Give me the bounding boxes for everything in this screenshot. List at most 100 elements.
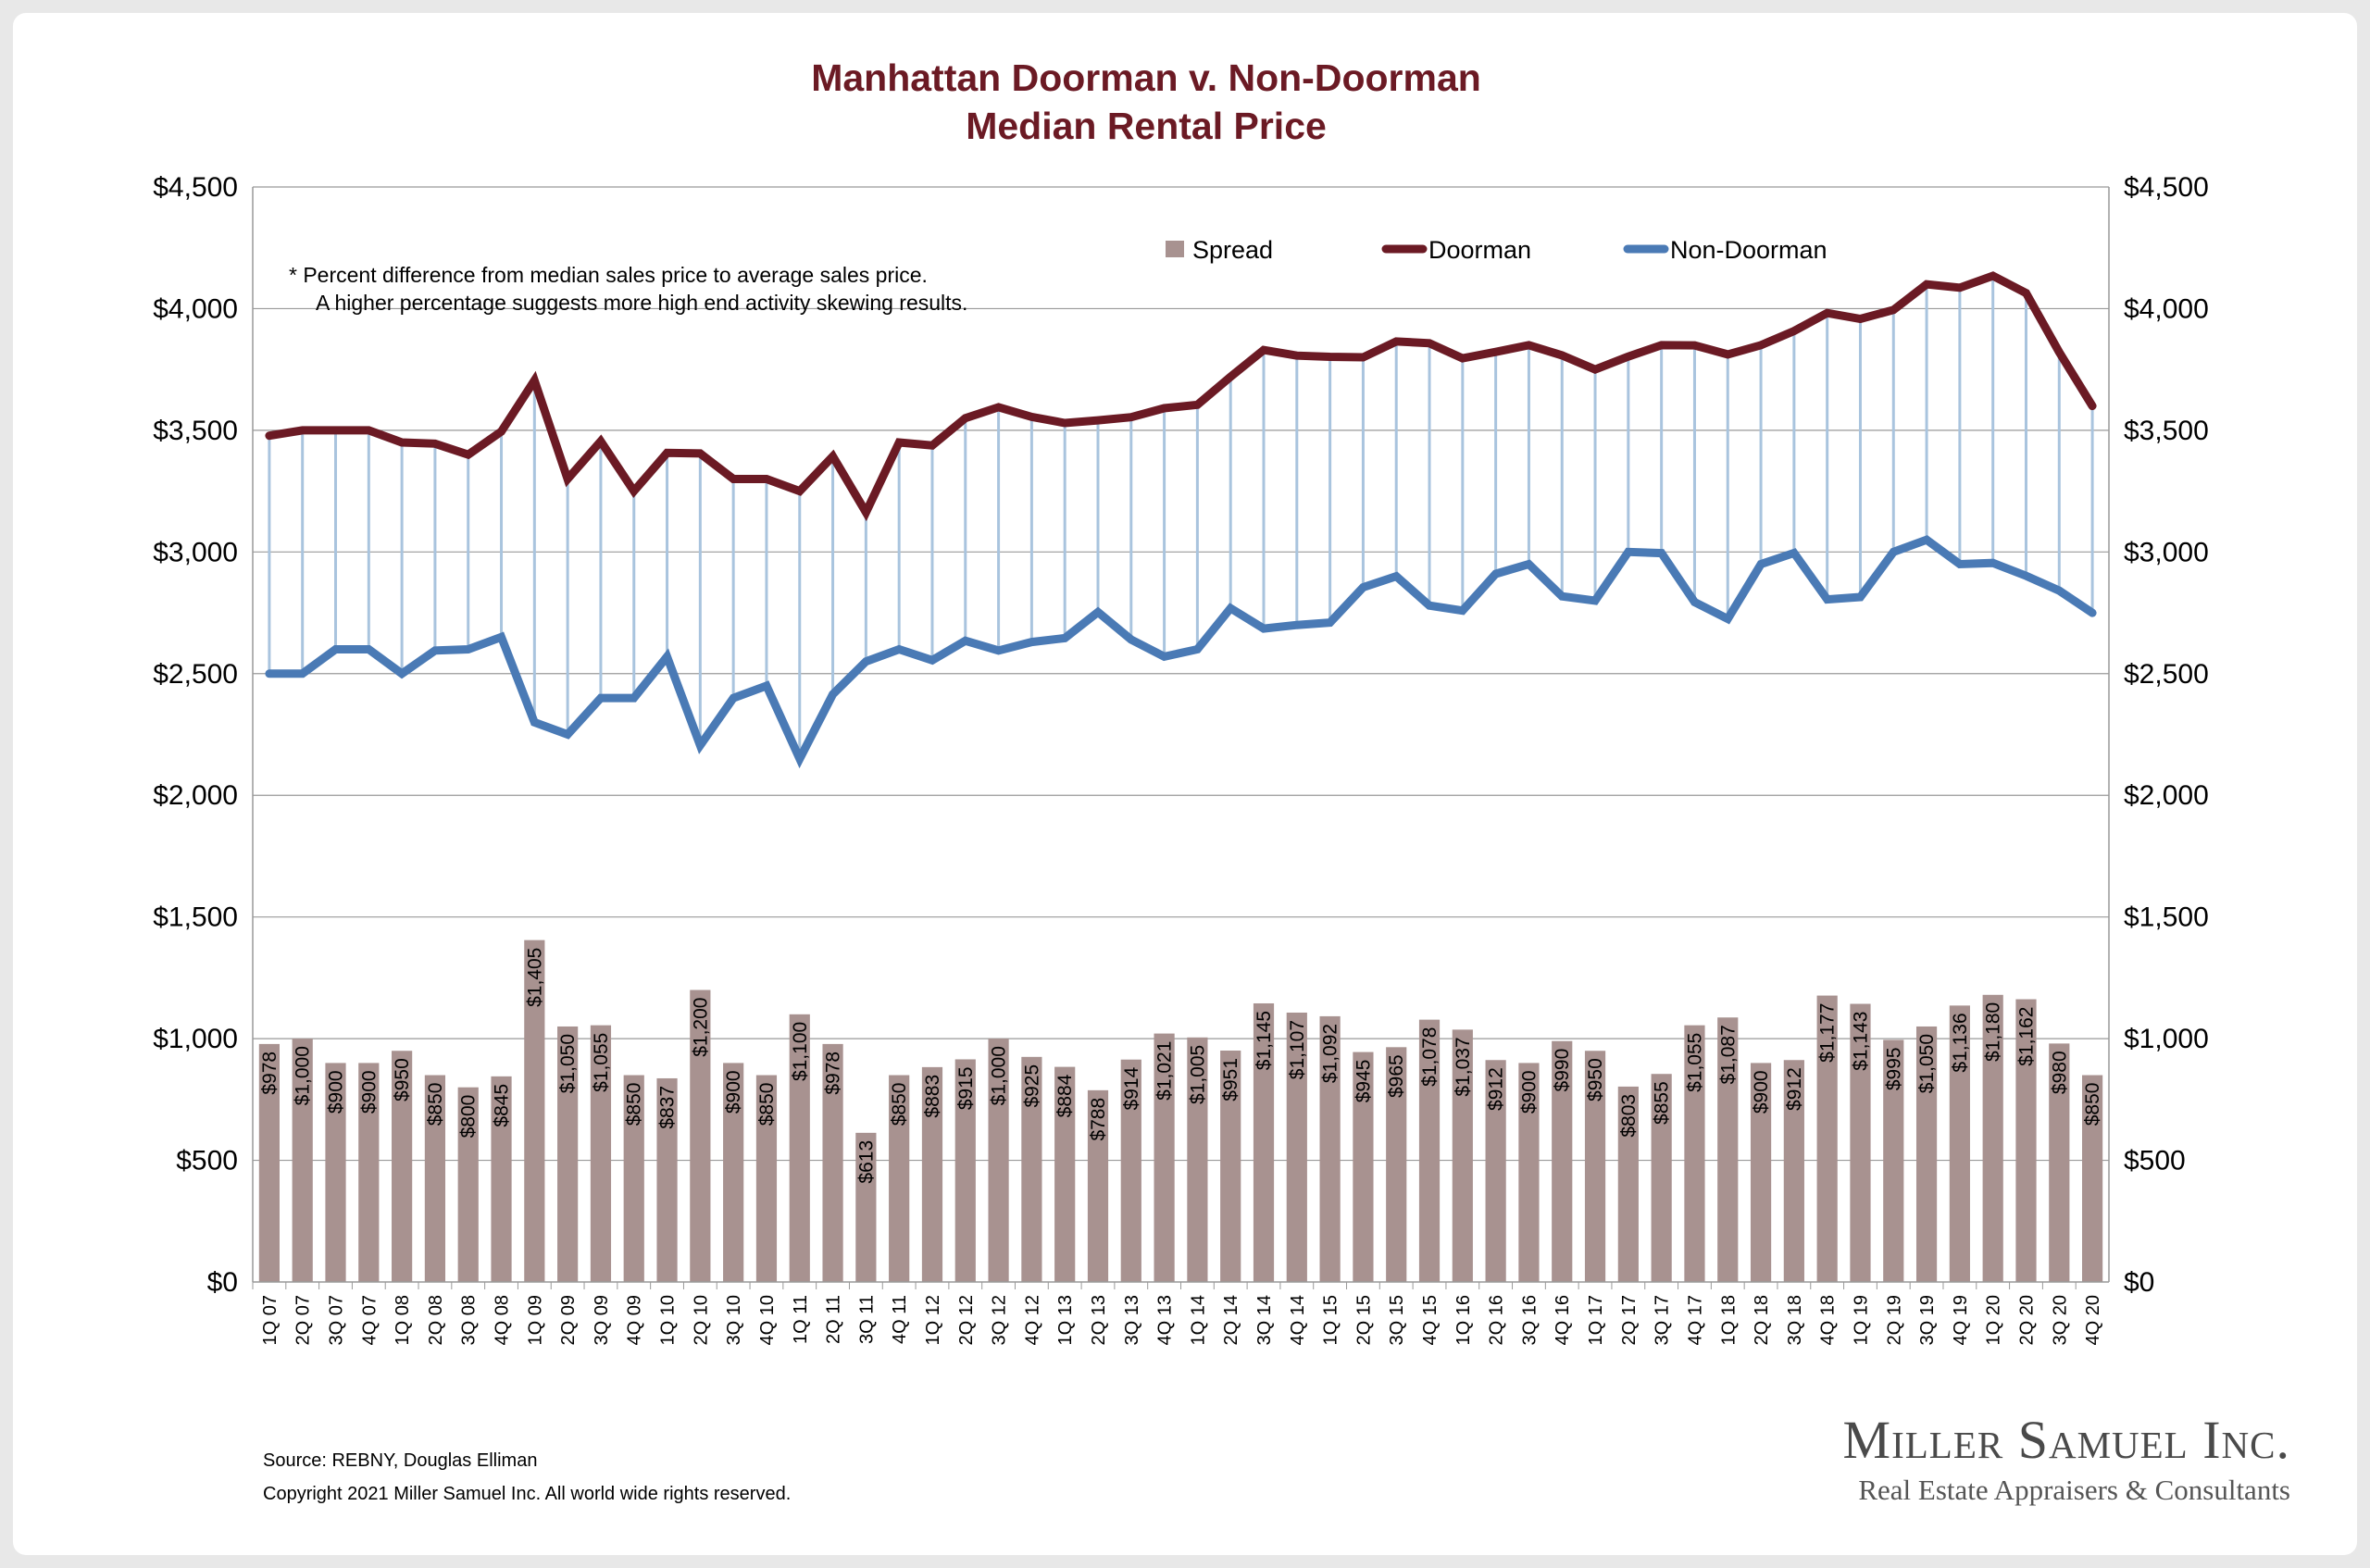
spread-bar: [1750, 1063, 1772, 1282]
note-line-2: A higher percentage suggests more high e…: [316, 291, 968, 315]
x-tick-label: 4Q 15: [1420, 1295, 1441, 1345]
spread-data-label: $912: [1486, 1067, 1507, 1111]
brand-logo: Miller Samuel Inc. Real Estate Appraiser…: [1809, 1411, 2291, 1511]
spread-bar: [1319, 1015, 1341, 1282]
y-tick-label-left: $4,500: [153, 172, 238, 203]
y-tick-label-left: $0: [207, 1267, 238, 1298]
spread-bar: [789, 1014, 810, 1282]
spread-bar: [392, 1051, 413, 1282]
legend-spread-label: Spread: [1192, 236, 1273, 264]
spread-bar: [1087, 1089, 1109, 1282]
bars-layer: $978 $1,000 $900 $900 $950 $850 $800 $845 $1,405…: [258, 940, 2103, 1282]
legend-doorman-label: Doorman: [1428, 236, 1531, 264]
spread-bar: [954, 1059, 976, 1282]
x-tick-label: 2Q 13: [1089, 1295, 1109, 1345]
spread-bar: [1386, 1047, 1407, 1282]
x-tick-label: 3Q 10: [724, 1295, 744, 1345]
spread-data-label: $978: [259, 1052, 281, 1095]
x-tick-label: 3Q 08: [459, 1295, 480, 1345]
spread-data-label: $1,005: [1187, 1045, 1208, 1104]
spread-bar: [988, 1039, 1009, 1282]
x-tick-label: 2Q 11: [824, 1295, 844, 1344]
spread-data-label: $850: [624, 1083, 645, 1126]
x-tick-label: 3Q 20: [2050, 1295, 2070, 1345]
spread-bar: [1816, 995, 1838, 1282]
x-tick-label: 1Q 16: [1453, 1295, 1474, 1345]
spread-data-label: $1,100: [790, 1022, 811, 1081]
brand-tagline: Real Estate Appraisers & Consultants: [1858, 1474, 2290, 1506]
x-tick-label: 3Q 12: [990, 1295, 1010, 1345]
spread-data-label: $1,200: [690, 998, 711, 1057]
x-tick-label: 1Q 07: [260, 1295, 281, 1345]
y-tick-label-left: $3,500: [153, 416, 238, 446]
spread-bar: [590, 1025, 612, 1282]
x-tick-label: 3Q 16: [1519, 1295, 1540, 1345]
spread-data-label: $1,000: [293, 1046, 314, 1105]
y-tick-label-left: $4,000: [153, 293, 238, 324]
legend-non-doorman-label: Non-Doorman: [1670, 236, 1827, 264]
spread-data-label: $995: [1883, 1047, 1904, 1090]
y-tick-label-right: $2,000: [2124, 780, 2209, 811]
spread-bar: [1187, 1037, 1208, 1282]
spread-bar: [656, 1077, 678, 1282]
x-tick-label: 4Q 20: [2083, 1295, 2103, 1345]
spread-data-label: $1,055: [591, 1033, 612, 1092]
y-tick-label-right: $4,000: [2124, 293, 2209, 324]
spread-bar: [1021, 1056, 1042, 1282]
x-tick-label: 2Q 08: [426, 1295, 446, 1345]
x-tick-label: 2Q 17: [1619, 1295, 1640, 1345]
spread-bar: [2081, 1075, 2103, 1282]
spread-bar: [258, 1043, 281, 1282]
spread-bar: [1717, 1017, 1739, 1282]
spread-bar: [889, 1075, 910, 1282]
x-tick-label: 2Q 15: [1353, 1295, 1374, 1345]
x-tick-label: 1Q 17: [1586, 1295, 1606, 1345]
spread-bar: [1154, 1033, 1175, 1282]
spread-data-label: $951: [1220, 1058, 1241, 1101]
spread-data-label: $978: [823, 1052, 844, 1095]
y-tick-label-left: $2,000: [153, 780, 238, 811]
x-tick-label: 2Q 09: [558, 1295, 579, 1345]
legend-spread-swatch: [1166, 241, 1184, 257]
doorman-line: [265, 271, 2097, 522]
spread-data-label: $850: [756, 1083, 778, 1126]
x-tick-label: 4Q 11: [890, 1295, 910, 1344]
spread-data-label: $900: [326, 1070, 347, 1114]
y-tick-label-right: $500: [2124, 1146, 2186, 1176]
x-tick-label: 3Q 13: [1122, 1295, 1142, 1345]
spread-bar: [1220, 1050, 1241, 1282]
x-tick-label: 4Q 16: [1553, 1295, 1573, 1345]
x-tick-label: 4Q 17: [1685, 1295, 1705, 1345]
spread-bar: [358, 1063, 380, 1282]
spread-data-label: $1,145: [1254, 1011, 1275, 1070]
spread-data-label: $1,021: [1154, 1041, 1176, 1101]
x-tick-label: 3Q 11: [856, 1295, 877, 1344]
axis-layer: $0 $0 $500 $500 $1,000 $1,000 $1,500 $1,500 $2,0…: [153, 172, 2209, 1345]
spread-data-label: $945: [1353, 1060, 1374, 1103]
spread-bar: [1452, 1029, 1473, 1282]
x-tick-label: 1Q 14: [1188, 1295, 1208, 1345]
copyright-text: Copyright 2021 Miller Samuel Inc. All wo…: [263, 1484, 792, 1504]
spread-data-label: $980: [2049, 1051, 2070, 1094]
spread-bar: [855, 1132, 877, 1282]
spread-bar: [1915, 1026, 1938, 1282]
x-tick-label: 3Q 14: [1254, 1295, 1275, 1345]
note-line-1: * Percent difference from median sales p…: [289, 263, 928, 287]
spread-bar: [524, 940, 545, 1282]
spread-data-label: $912: [1784, 1067, 1805, 1111]
spread-data-label: $788: [1088, 1098, 1109, 1141]
y-tick-label-right: $0: [2124, 1267, 2154, 1298]
spread-bar: [1485, 1060, 1506, 1282]
y-tick-label-right: $3,000: [2124, 537, 2209, 567]
spread-data-label: $1,177: [1817, 1003, 1839, 1063]
x-tick-label: 4Q 14: [1288, 1295, 1308, 1345]
spread-data-label: $925: [1021, 1064, 1042, 1108]
spread-bar: [1353, 1052, 1374, 1282]
spread-bar: [491, 1076, 512, 1282]
spread-data-label: $1,000: [989, 1046, 1010, 1105]
x-tick-label: 3Q 09: [592, 1295, 612, 1345]
spread-data-label: $855: [1652, 1081, 1673, 1125]
spread-data-label: $800: [458, 1095, 480, 1139]
spread-bar: [822, 1043, 843, 1282]
spread-bar: [1783, 1060, 1804, 1282]
